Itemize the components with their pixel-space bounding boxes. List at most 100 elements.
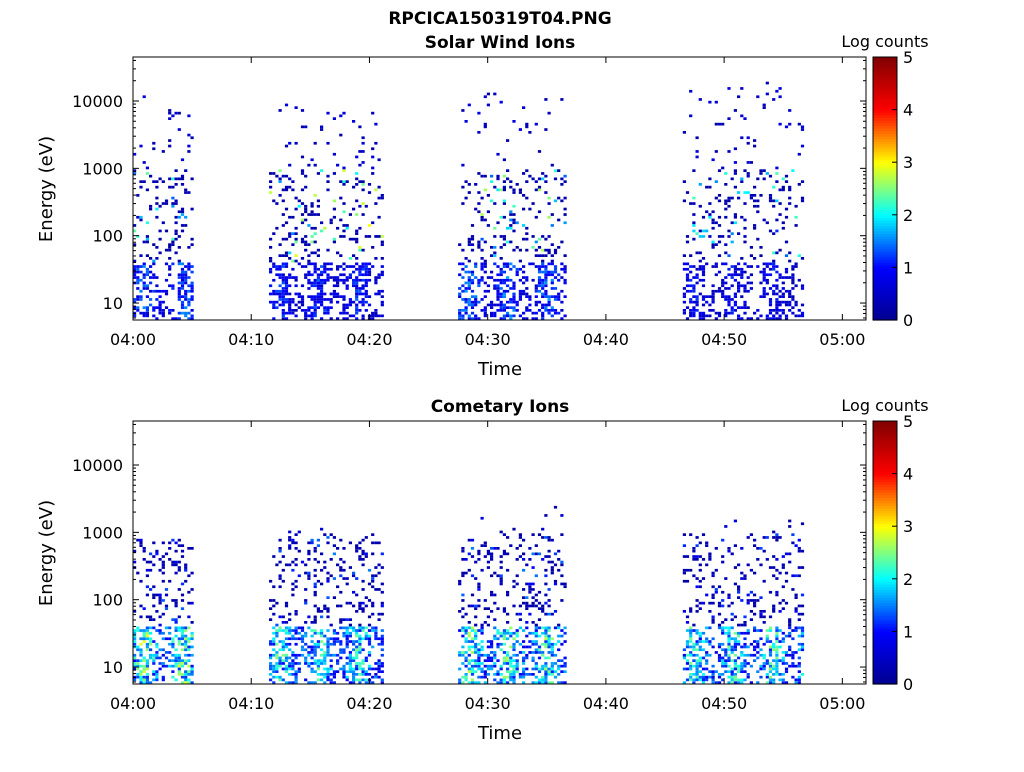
data-cell xyxy=(136,215,140,219)
data-cell xyxy=(313,265,317,268)
data-cell xyxy=(743,262,747,266)
data-cell xyxy=(775,172,779,175)
data-cell xyxy=(136,645,140,649)
data-cell xyxy=(797,566,801,569)
data-cell xyxy=(281,615,285,619)
data-cell xyxy=(294,579,298,583)
data-cell xyxy=(470,640,475,643)
data-cell xyxy=(361,538,365,542)
data-cell xyxy=(759,648,763,652)
data-cell xyxy=(307,278,311,282)
data-cell xyxy=(464,270,468,274)
data-cell xyxy=(701,667,706,671)
data-cell xyxy=(496,574,500,578)
data-cell xyxy=(534,317,538,320)
data-cell xyxy=(304,678,308,682)
data-cell xyxy=(358,267,362,271)
data-cell xyxy=(499,292,503,296)
data-cell xyxy=(316,678,320,682)
data-cell xyxy=(161,314,165,318)
data-cell xyxy=(304,621,308,624)
data-cell xyxy=(759,563,763,567)
data-cell xyxy=(171,563,175,567)
data-cell xyxy=(377,675,381,679)
data-cell xyxy=(470,317,475,320)
data-cell xyxy=(509,240,513,244)
data-cell xyxy=(342,648,346,652)
data-cell xyxy=(136,571,140,575)
data-cell xyxy=(307,549,311,553)
colorbar-segment xyxy=(873,75,897,79)
data-cell xyxy=(522,670,526,673)
data-cell xyxy=(155,673,159,676)
data-cell xyxy=(281,629,285,632)
data-cell xyxy=(177,667,181,671)
data-cell xyxy=(743,284,747,288)
data-cell xyxy=(291,276,295,279)
data-cell xyxy=(701,303,706,307)
figure-title: RPCICA150319T04.PNG xyxy=(388,9,611,29)
data-cell xyxy=(174,183,178,186)
data-cell xyxy=(361,610,365,613)
data-cell xyxy=(139,544,143,547)
data-cell xyxy=(342,273,346,277)
data-cell xyxy=(698,555,702,558)
data-cell xyxy=(689,673,693,676)
data-cell xyxy=(380,612,384,616)
data-cell xyxy=(531,621,535,624)
data-cell xyxy=(371,577,375,580)
data-cell xyxy=(336,226,340,230)
data-cell xyxy=(682,555,686,558)
data-cell xyxy=(474,659,478,662)
data-cell xyxy=(733,640,737,643)
data-cell xyxy=(502,549,506,553)
data-cell xyxy=(281,213,285,216)
data-cell xyxy=(477,664,481,668)
data-cell xyxy=(711,675,715,679)
data-cell xyxy=(284,289,289,293)
data-cell xyxy=(474,681,478,684)
data-cell xyxy=(522,276,526,279)
data-cell xyxy=(689,662,693,665)
data-cell xyxy=(348,640,352,643)
data-cell xyxy=(701,317,706,320)
data-cell xyxy=(698,662,702,665)
colorbar-segment xyxy=(873,560,897,564)
data-cell xyxy=(490,276,494,279)
data-cell xyxy=(717,656,722,660)
data-cell xyxy=(358,681,362,684)
data-cell xyxy=(563,631,567,635)
data-cell xyxy=(329,667,333,671)
data-cell xyxy=(364,634,368,638)
data-cell xyxy=(695,295,699,298)
data-cell xyxy=(518,289,522,293)
data-cell xyxy=(727,267,731,271)
data-cell xyxy=(329,317,333,320)
data-cell xyxy=(294,141,298,145)
data-cell xyxy=(155,645,159,649)
data-cell xyxy=(320,303,324,307)
data-cell xyxy=(759,667,763,671)
data-cell xyxy=(749,533,753,536)
data-cell xyxy=(689,629,693,632)
data-cell xyxy=(323,642,327,646)
data-cell xyxy=(332,295,336,298)
data-cell xyxy=(717,122,722,126)
data-cell xyxy=(522,667,526,671)
data-cell xyxy=(685,615,690,619)
data-cell xyxy=(724,525,728,528)
data-cell xyxy=(180,664,185,668)
data-cell xyxy=(145,626,149,630)
data-cell xyxy=(689,309,693,312)
data-cell xyxy=(759,610,763,613)
data-cell xyxy=(461,289,465,293)
data-cell xyxy=(294,612,298,616)
data-cell xyxy=(364,204,368,208)
data-cell xyxy=(522,558,526,561)
data-cell xyxy=(502,314,506,318)
data-cell xyxy=(528,174,532,178)
data-cell xyxy=(320,648,324,652)
data-cell xyxy=(316,284,320,288)
data-cell xyxy=(480,196,484,200)
colorbar-segment xyxy=(873,610,897,614)
